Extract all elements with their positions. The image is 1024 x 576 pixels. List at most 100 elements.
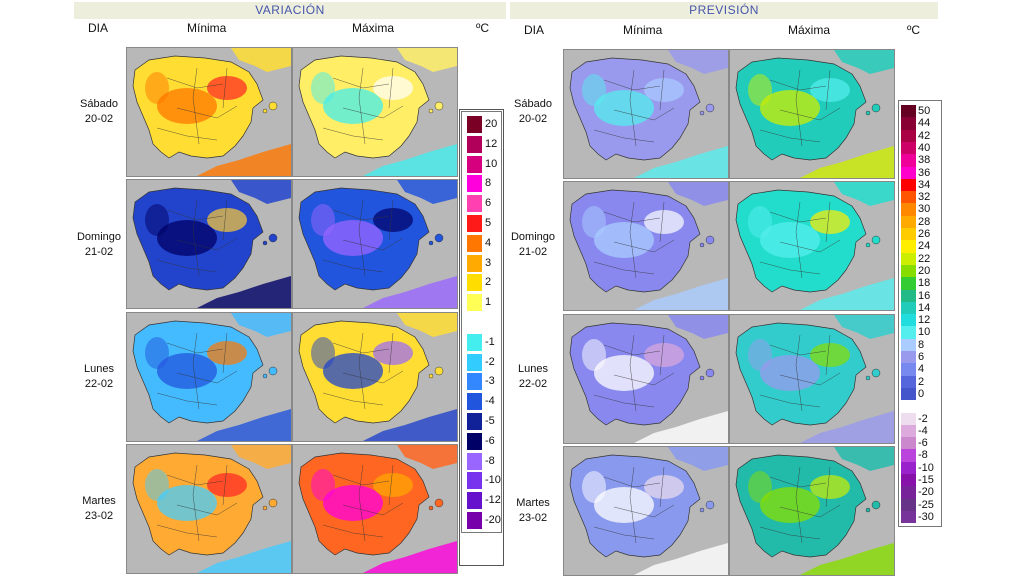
variacion-dia-header: DIA bbox=[88, 21, 109, 35]
variacion-legend-swatch bbox=[467, 492, 482, 510]
prevision-legend-label: 16 bbox=[918, 289, 931, 302]
prevision-legend-swatch bbox=[901, 252, 916, 266]
prevision-legend-swatch bbox=[901, 289, 916, 302]
prevision-legend-label: -2 bbox=[918, 412, 928, 425]
prevision-maxima-map bbox=[729, 49, 895, 179]
prevision-legend-row: 20 bbox=[899, 264, 941, 278]
prevision-legend-swatch bbox=[901, 166, 916, 179]
variacion-legend-row: -6 bbox=[462, 432, 501, 450]
prevision-legend-swatch bbox=[901, 154, 916, 167]
prevision-legend-label: 34 bbox=[918, 178, 931, 191]
prevision-legend-row: -15 bbox=[899, 474, 941, 487]
prevision-legend-row: -30 bbox=[899, 510, 941, 524]
variacion-legend-swatch bbox=[467, 175, 482, 193]
prevision-legend-swatch bbox=[901, 326, 916, 339]
prevision-legend-label: 36 bbox=[918, 166, 931, 179]
variacion-maxima-map bbox=[292, 312, 458, 442]
prevision-legend-label: 2 bbox=[918, 375, 925, 388]
prevision-legend-swatch bbox=[901, 338, 916, 352]
prevision-title: PREVISIÓN bbox=[510, 2, 938, 19]
prevision-legend-row: 10 bbox=[899, 326, 941, 339]
prevision-legend-row: 32 bbox=[899, 191, 941, 204]
variacion-legend-swatch bbox=[467, 333, 482, 351]
variacion-legend-frame bbox=[459, 109, 504, 566]
prevision-legend-label: 6 bbox=[918, 351, 925, 363]
prevision-legend-row bbox=[899, 400, 941, 413]
prevision-legend-swatch bbox=[901, 203, 916, 216]
prevision-maxima-map bbox=[729, 181, 895, 311]
variacion-legend-label: 3 bbox=[485, 256, 492, 269]
variacion-minima-map bbox=[126, 444, 292, 574]
variacion-legend-label: 10 bbox=[485, 157, 498, 170]
prevision-legend-label: 50 bbox=[918, 105, 931, 117]
variacion-legend-row: 4 bbox=[462, 234, 501, 252]
prevision-legend-swatch bbox=[901, 510, 916, 524]
prevision-legend-label: 0 bbox=[918, 387, 925, 400]
prevision-legend-swatch bbox=[901, 400, 916, 413]
variacion-minima-map bbox=[126, 179, 292, 309]
prevision-legend-label: 40 bbox=[918, 141, 931, 154]
prevision-minima-map bbox=[563, 49, 729, 179]
variacion-legend-swatch bbox=[467, 452, 482, 470]
variacion-legend-row: -4 bbox=[462, 393, 501, 411]
prevision-legend-row: 30 bbox=[899, 203, 941, 216]
day-label-prevision-0: Sábado 20-02 bbox=[514, 98, 552, 125]
variacion-legend-row: 6 bbox=[462, 195, 501, 213]
variacion-legend-label: 6 bbox=[485, 197, 492, 210]
prevision-legend-row: 36 bbox=[899, 166, 941, 179]
variacion-minima-map bbox=[126, 47, 292, 177]
prevision-legend-swatch bbox=[901, 228, 916, 241]
variacion-legend-label: -3 bbox=[485, 375, 495, 388]
variacion-legend-row: -8 bbox=[462, 452, 501, 470]
prevision-legend-label: -20 bbox=[918, 486, 934, 499]
prevision-legend-swatch bbox=[901, 486, 916, 499]
day-label-variacion-1: Domingo 21-02 bbox=[76, 231, 122, 258]
prevision-legend-label: 8 bbox=[918, 338, 925, 351]
variacion-legend-label: 2 bbox=[485, 276, 492, 289]
variacion-legend-row: 1 bbox=[462, 294, 501, 312]
prevision-legend-row: -2 bbox=[899, 412, 941, 425]
variacion-maxima-map bbox=[292, 47, 458, 177]
prevision-legend-swatch bbox=[901, 105, 916, 118]
day-label-prevision-3: Martes 23-02 bbox=[516, 497, 550, 524]
prevision-legend-swatch bbox=[901, 437, 916, 450]
prevision-legend-row: 4 bbox=[899, 363, 941, 376]
prevision-legend-label: -15 bbox=[918, 474, 934, 486]
prevision-legend-row: 18 bbox=[899, 277, 941, 290]
prevision-legend-label: 26 bbox=[918, 228, 931, 240]
prevision-legend-label: -8 bbox=[918, 449, 928, 462]
variacion-legend-swatch bbox=[467, 274, 482, 292]
variacion-legend-swatch bbox=[467, 512, 482, 529]
variacion-title: VARIACIÓN bbox=[74, 2, 506, 19]
prevision-legend-row: 26 bbox=[899, 228, 941, 241]
prevision-legend-label: -4 bbox=[918, 424, 928, 437]
prevision-legend-label: 42 bbox=[918, 129, 931, 142]
prevision-legend-swatch bbox=[901, 129, 916, 143]
variacion-legend-row: -3 bbox=[462, 373, 501, 391]
prevision-legend-label: 14 bbox=[918, 301, 931, 314]
variacion-legend-label: -1 bbox=[485, 335, 495, 348]
variacion-legend-swatch bbox=[467, 155, 482, 173]
variacion-legend-label: -12 bbox=[485, 494, 501, 507]
variacion-legend-swatch bbox=[467, 254, 482, 272]
variacion-legend-swatch bbox=[467, 472, 482, 490]
variacion-maxima-header: Máxima bbox=[352, 21, 395, 35]
variacion-legend-row: 8 bbox=[462, 175, 501, 193]
variacion-legend-swatch bbox=[467, 294, 482, 312]
variacion-legend-swatch bbox=[467, 135, 482, 153]
prevision-legend-swatch bbox=[901, 449, 916, 462]
prevision-legend-swatch bbox=[901, 424, 916, 438]
variacion-maxima-map bbox=[292, 179, 458, 309]
variacion-legend-row: -2 bbox=[462, 353, 501, 371]
variacion-legend-label: 8 bbox=[485, 177, 492, 190]
variacion-legend-swatch bbox=[467, 195, 482, 213]
prevision-minima-map bbox=[563, 314, 729, 444]
prevision-legend-label: 32 bbox=[918, 191, 931, 204]
variacion-legend-row: -10 bbox=[462, 472, 501, 490]
prevision-legend-label: -30 bbox=[918, 510, 934, 523]
prevision-legend-label: 44 bbox=[918, 117, 931, 130]
variacion-unit: ºC bbox=[476, 21, 490, 35]
variacion-legend-swatch bbox=[467, 393, 482, 411]
variacion-minima-map bbox=[126, 312, 292, 442]
variacion-legend-swatch bbox=[467, 353, 482, 371]
